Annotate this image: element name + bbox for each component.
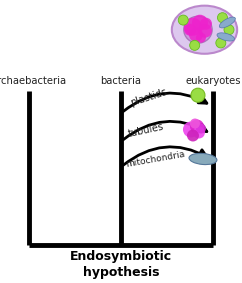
Circle shape: [193, 127, 205, 138]
Text: bacteria: bacteria: [100, 76, 142, 86]
Ellipse shape: [172, 6, 237, 54]
Circle shape: [191, 88, 205, 102]
Ellipse shape: [217, 33, 234, 41]
Circle shape: [189, 28, 203, 42]
Text: Endosymbiotic
hypothesis: Endosymbiotic hypothesis: [70, 250, 172, 279]
Circle shape: [190, 119, 200, 128]
FancyArrowPatch shape: [123, 93, 207, 112]
Text: archaebacteria: archaebacteria: [0, 76, 67, 86]
Circle shape: [192, 15, 208, 31]
Circle shape: [200, 18, 212, 30]
Circle shape: [183, 121, 199, 138]
Circle shape: [184, 24, 196, 36]
Circle shape: [184, 18, 202, 36]
Text: plastids: plastids: [129, 87, 169, 108]
Circle shape: [198, 24, 212, 38]
Circle shape: [187, 130, 199, 142]
Ellipse shape: [189, 153, 217, 165]
Text: tubules: tubules: [127, 121, 165, 139]
Circle shape: [178, 15, 188, 25]
Text: eukaryotes: eukaryotes: [185, 76, 241, 86]
Circle shape: [196, 123, 206, 134]
Circle shape: [216, 38, 226, 48]
FancyArrowPatch shape: [123, 147, 207, 165]
Circle shape: [190, 40, 200, 50]
Circle shape: [196, 33, 206, 43]
Circle shape: [218, 13, 227, 23]
Ellipse shape: [184, 16, 212, 43]
Ellipse shape: [219, 17, 235, 28]
Circle shape: [224, 25, 234, 35]
Text: mitochondria: mitochondria: [125, 150, 185, 169]
FancyArrowPatch shape: [123, 121, 207, 140]
Circle shape: [190, 119, 204, 134]
